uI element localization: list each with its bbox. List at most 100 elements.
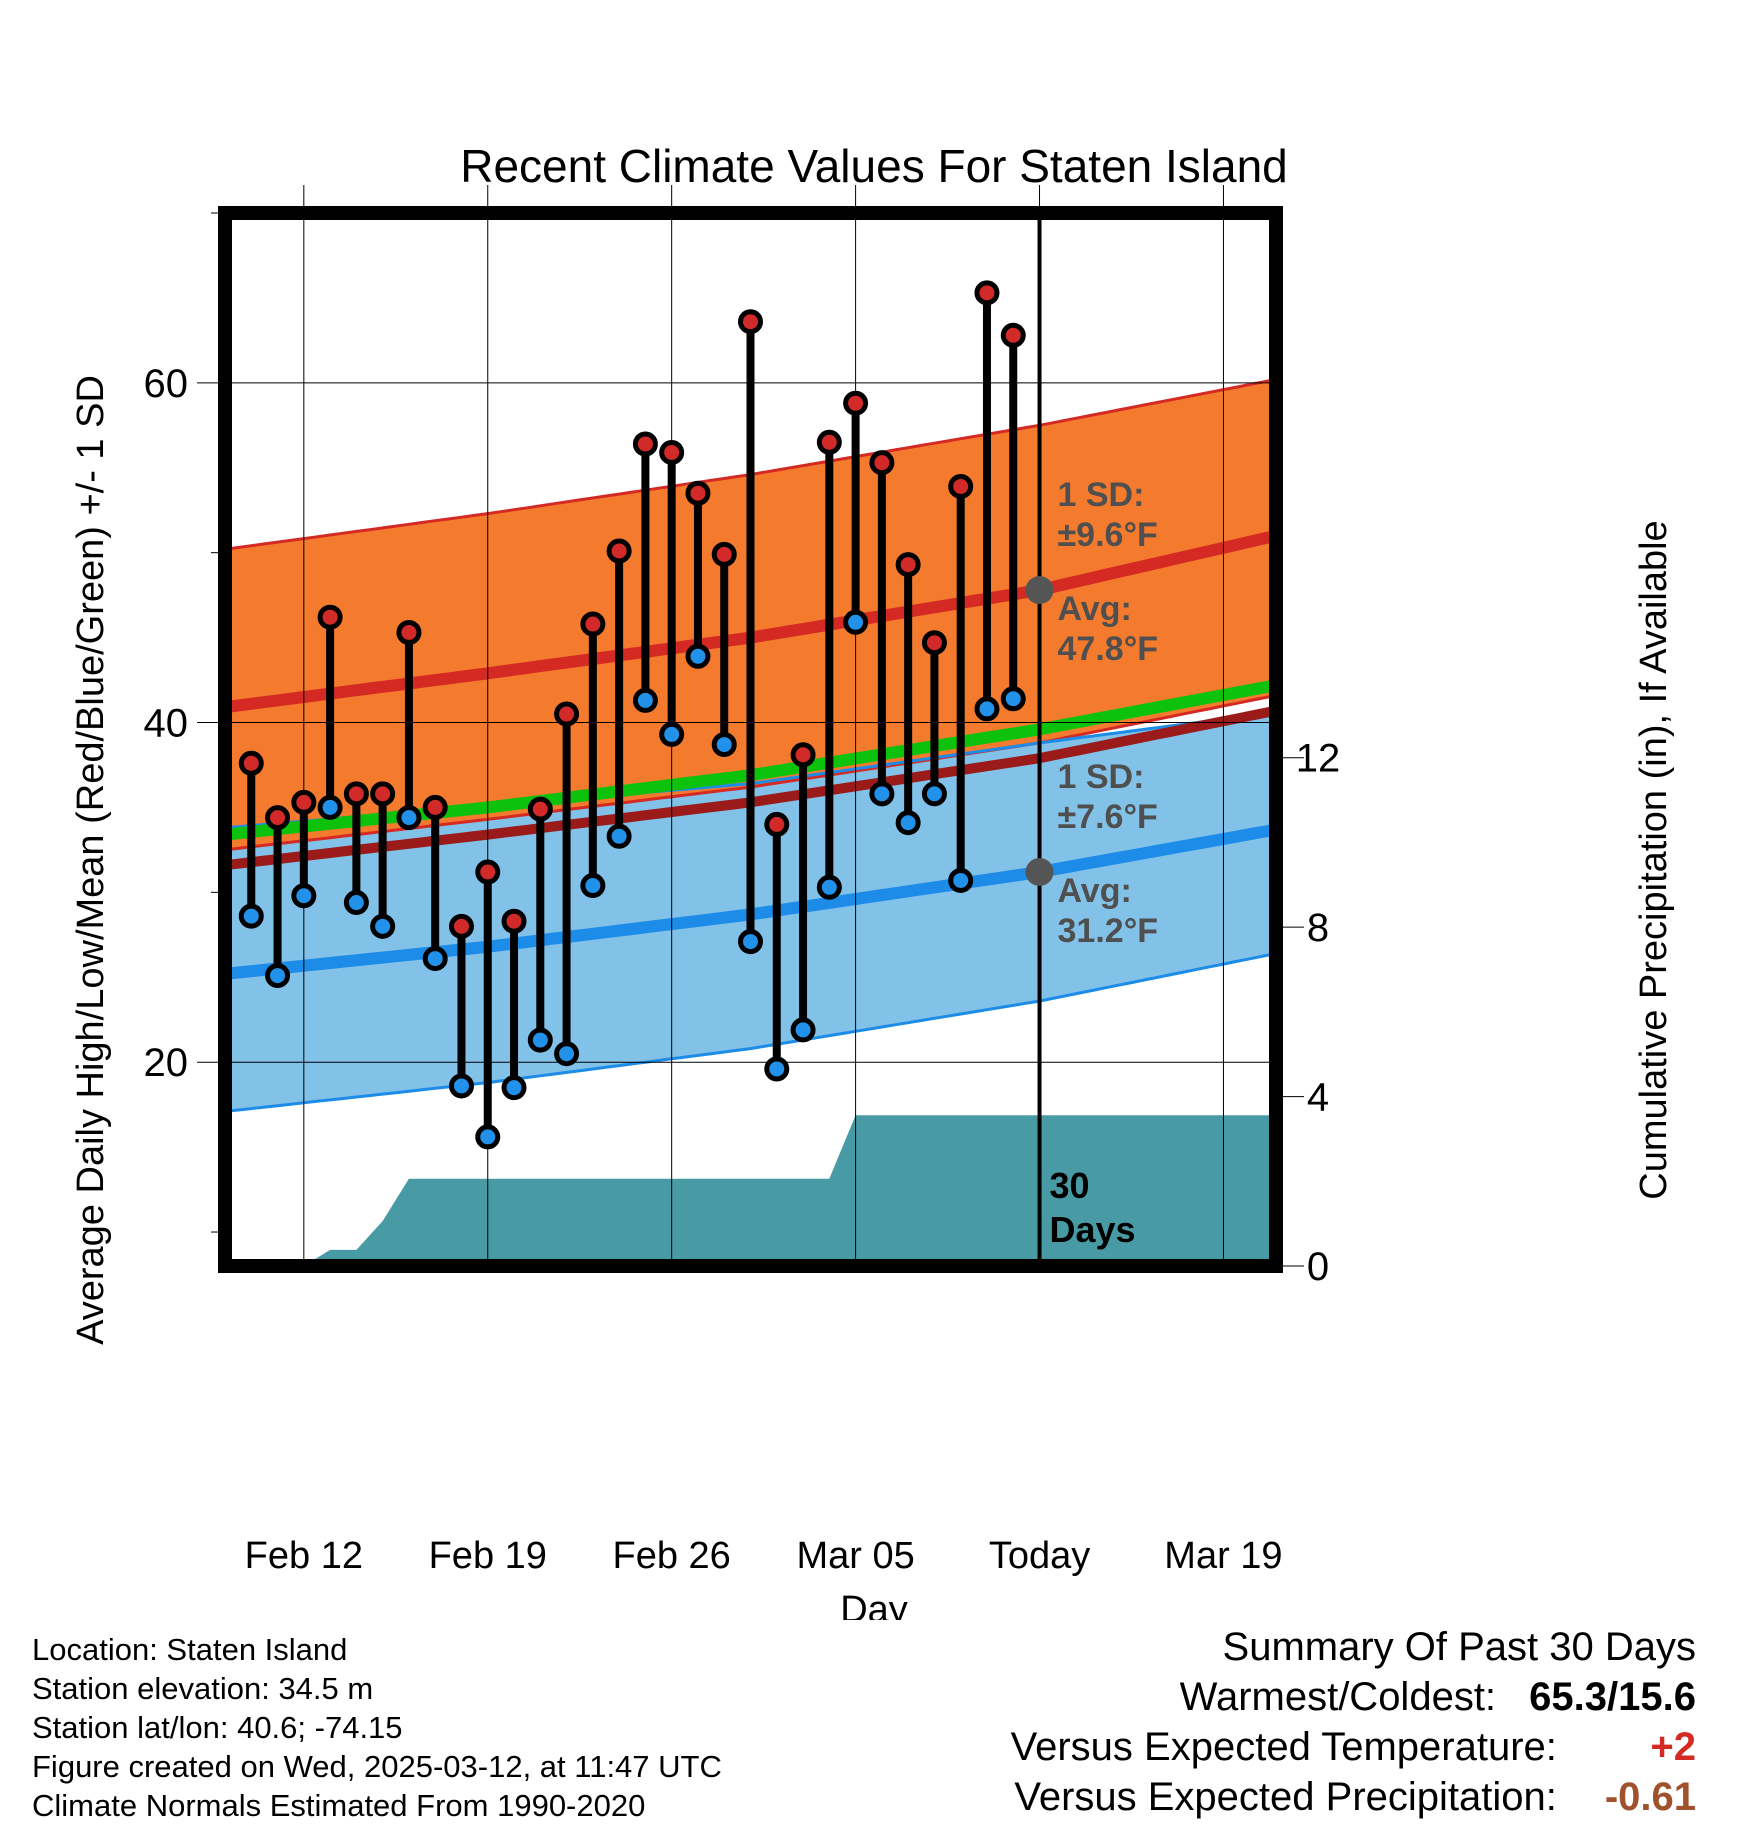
- left-y-tick-label: 60: [144, 362, 189, 406]
- low-temp-point: [396, 805, 422, 831]
- high-temp-point: [790, 742, 816, 768]
- low-temp-point: [632, 687, 658, 713]
- high-temp-point: [738, 309, 763, 335]
- temp-value: +2: [1650, 1725, 1696, 1769]
- right-y-axis-label: Cumulative Precipitation (in), If Availa…: [1633, 520, 1675, 1199]
- high-temp-point: [370, 781, 396, 807]
- high-temp-point: [501, 908, 527, 934]
- low-temp-point: [816, 874, 842, 900]
- chart-title: Recent Climate Values For Staten Island: [460, 140, 1288, 192]
- low-temp-point: [527, 1027, 553, 1053]
- high-temp-point: [448, 913, 474, 939]
- right-y-tick-label: 8: [1307, 906, 1329, 950]
- high-temp-point: [869, 450, 895, 476]
- high-temp-point: [764, 811, 790, 837]
- x-axis-label: Day: [840, 1589, 908, 1620]
- high-sd-label: 1 SD:: [1058, 476, 1145, 514]
- high-temp-point: [291, 789, 317, 815]
- high-temp-point: [816, 429, 842, 455]
- low-temp-point: [948, 867, 974, 893]
- low-temp-point: [343, 890, 369, 916]
- high-temp-point: [948, 473, 974, 499]
- low-temp-point: [448, 1073, 474, 1099]
- left-y-tick-label: 40: [144, 702, 189, 746]
- high-temp-point: [1000, 322, 1026, 348]
- warmest-value: 65.3/15.6: [1529, 1675, 1696, 1719]
- right-y-tick-label: 0: [1307, 1245, 1329, 1289]
- window-label: Days: [1050, 1209, 1136, 1250]
- high-temp-point: [895, 552, 921, 578]
- latlon-text: Station lat/lon: 40.6; -74.15: [32, 1710, 403, 1745]
- low-temp-point: [869, 781, 895, 807]
- high-temp-point: [475, 859, 501, 885]
- low-sd-label: 1 SD:: [1058, 758, 1145, 796]
- high-temp-point: [632, 431, 658, 457]
- low-temp-point: [370, 913, 396, 939]
- station-info: Location: Staten Island Station elevatio…: [32, 1630, 722, 1825]
- high-temp-point: [843, 390, 869, 416]
- low-temp-point: [711, 732, 737, 758]
- temp-label: Versus Expected Temperature:: [1010, 1725, 1557, 1769]
- precip-label: Versus Expected Precipitation:: [1014, 1775, 1557, 1819]
- high-sd-value: ±9.6°F: [1058, 516, 1158, 554]
- left-y-axis-label: Average Daily High/Low/Mean (Red/Blue/Gr…: [70, 375, 112, 1345]
- high-temp-point: [317, 604, 343, 630]
- low-temp-point: [738, 929, 763, 955]
- low-temp-point: [238, 903, 264, 929]
- warmest-label: Warmest/Coldest:: [1179, 1675, 1497, 1719]
- low-temp-point: [843, 609, 869, 635]
- low-temp-point: [764, 1056, 790, 1082]
- low-temp-point: [291, 883, 317, 909]
- low-temp-point: [554, 1041, 580, 1067]
- x-tick-label: Feb 26: [613, 1535, 731, 1577]
- high-avg-value: 47.8°F: [1058, 630, 1159, 668]
- low-temp-point: [317, 794, 343, 820]
- plot-frame: [218, 206, 1283, 1273]
- high-temp-point: [527, 796, 553, 822]
- low-temp-point: [1000, 686, 1026, 712]
- normals-text: Climate Normals Estimated From 1990-2020: [32, 1788, 646, 1823]
- high-temp-point: [343, 781, 369, 807]
- high-avg-label: Avg:: [1058, 590, 1132, 628]
- summary-precip-row: Versus Expected Precipitation: -0.61: [1011, 1772, 1696, 1822]
- low-temp-point: [501, 1075, 527, 1101]
- x-tick-label: Feb 12: [245, 1535, 363, 1577]
- high-temp-point: [659, 439, 685, 465]
- high-temp-point: [685, 480, 711, 506]
- precip-value: -0.61: [1604, 1775, 1696, 1819]
- low-avg-value: 31.2°F: [1058, 912, 1159, 950]
- low-temp-point: [921, 781, 947, 807]
- created-text: Figure created on Wed, 2025-03-12, at 11…: [32, 1749, 722, 1784]
- high-temp-point: [974, 280, 1000, 306]
- left-y-tick-label: 20: [144, 1041, 189, 1085]
- low-temp-point: [422, 946, 448, 972]
- high-temp-point: [396, 620, 422, 646]
- low-temp-point: [895, 810, 921, 836]
- high-temp-point: [422, 794, 448, 820]
- high-temp-point: [606, 538, 632, 564]
- window-number: 30: [1050, 1165, 1090, 1206]
- low-temp-point: [475, 1124, 501, 1150]
- low-sd-value: ±7.6°F: [1058, 798, 1158, 836]
- x-tick-label: Mar 05: [796, 1535, 914, 1577]
- low-temp-point: [606, 823, 632, 849]
- x-tick-label: Mar 19: [1164, 1535, 1282, 1577]
- x-tick-label: Feb 19: [429, 1535, 547, 1577]
- high-temp-point: [711, 541, 737, 567]
- low-temp-point: [265, 963, 291, 989]
- location-text: Location: Staten Island: [32, 1632, 348, 1667]
- right-y-tick-label: 4: [1307, 1076, 1329, 1120]
- high-temp-point: [554, 701, 580, 727]
- high-temp-point: [238, 750, 264, 776]
- summary-title: Summary Of Past 30 Days: [1222, 1625, 1696, 1669]
- low-temp-point: [580, 873, 606, 899]
- summary-panel: Summary Of Past 30 Days Warmest/Coldest:…: [1011, 1622, 1696, 1822]
- right-y-tick-label: 12: [1296, 737, 1341, 781]
- summary-warmest-row: Warmest/Coldest: 65.3/15.6: [1011, 1672, 1696, 1722]
- high-temp-point: [921, 630, 947, 656]
- high-temp-point: [580, 611, 606, 637]
- low-temp-point: [790, 1017, 816, 1043]
- climate-chart: Recent Climate Values For Staten Island …: [70, 140, 1675, 1620]
- elevation-text: Station elevation: 34.5 m: [32, 1671, 374, 1706]
